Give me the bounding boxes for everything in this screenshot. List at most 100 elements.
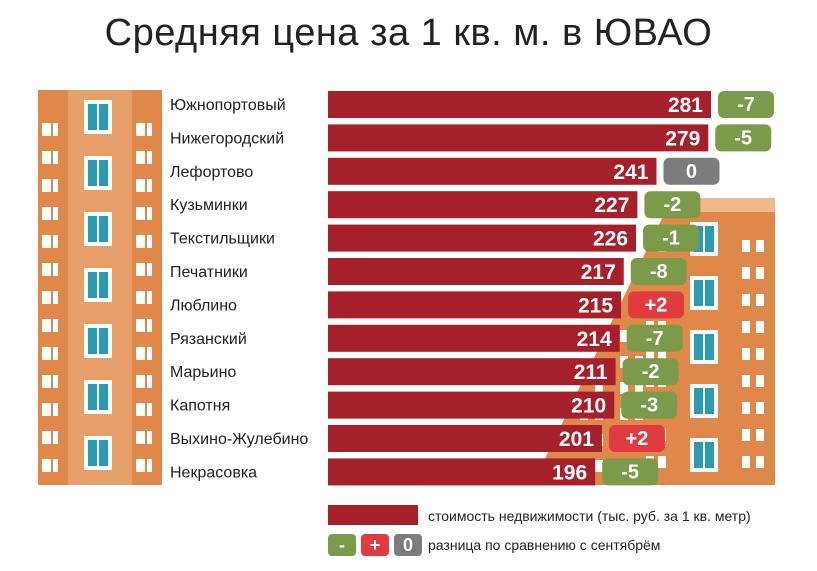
category-label: Капотня	[170, 398, 230, 415]
balcony-window-divider	[703, 388, 705, 414]
bar	[328, 358, 616, 386]
change-badge-label: -7	[646, 328, 664, 350]
bar-value-label: 201	[559, 428, 594, 451]
side-window	[136, 179, 145, 192]
legend-minus-badge: -	[328, 534, 356, 556]
balcony-window-divider	[97, 216, 99, 242]
side-window	[53, 431, 58, 444]
side-window	[620, 330, 628, 342]
side-window	[658, 456, 666, 468]
side-window	[53, 179, 58, 192]
side-window	[742, 240, 750, 252]
change-badge-label: -7	[737, 94, 755, 116]
side-window	[42, 403, 51, 416]
legend-bar-label: стоимость недвижимости (тыс. руб. за 1 к…	[428, 508, 751, 524]
category-label: Текстильщики	[170, 231, 275, 248]
side-window	[147, 459, 152, 472]
bar-value-label: 215	[578, 294, 613, 317]
side-window	[658, 348, 666, 360]
side-window	[147, 123, 152, 136]
bar	[328, 224, 637, 252]
side-window	[756, 348, 764, 360]
bar	[328, 291, 622, 319]
side-window	[42, 431, 51, 444]
balcony-window-divider	[703, 442, 705, 468]
bar-value-label: 281	[668, 94, 703, 117]
category-label: Печатники	[170, 264, 248, 281]
side-window	[635, 382, 643, 394]
side-window	[136, 319, 145, 332]
side-window	[42, 291, 51, 304]
side-window	[42, 347, 51, 360]
bar	[328, 124, 709, 152]
category-label: Люблино	[170, 297, 237, 314]
category-label: Южнопортовый	[170, 97, 286, 114]
side-window	[756, 375, 764, 387]
side-window	[136, 431, 145, 444]
side-window	[742, 348, 750, 360]
legend-plus-badge: +	[361, 534, 389, 556]
change-badge	[622, 358, 679, 386]
side-window	[136, 403, 145, 416]
side-window	[595, 460, 603, 472]
side-window	[53, 375, 58, 388]
side-window	[53, 123, 58, 136]
bar	[328, 191, 638, 219]
side-window	[147, 179, 152, 192]
bar	[328, 458, 596, 486]
side-window	[147, 235, 152, 248]
side-window	[620, 382, 628, 394]
category-label: Марьино	[170, 364, 236, 381]
change-badge	[628, 291, 685, 319]
side-window	[742, 402, 750, 414]
bar-value-label: 227	[594, 194, 629, 217]
bar	[328, 324, 620, 352]
side-window	[53, 263, 58, 276]
side-window	[595, 382, 603, 394]
side-window	[147, 263, 152, 276]
side-window	[136, 263, 145, 276]
legend-zero-badge: 0	[394, 534, 422, 556]
side-window	[42, 375, 51, 388]
side-window	[136, 123, 145, 136]
side-window	[42, 123, 51, 136]
balcony-window-divider	[97, 272, 99, 298]
balcony-window-divider	[97, 384, 99, 410]
change-badge-label: +2	[645, 294, 668, 316]
side-window	[42, 151, 51, 164]
side-window	[147, 207, 152, 220]
side-window	[42, 487, 51, 500]
change-badge	[602, 458, 659, 486]
balcony-window-divider	[703, 226, 705, 252]
category-label: Выхино-Жулебино	[170, 431, 308, 448]
balcony-window-divider	[97, 160, 99, 186]
side-window	[742, 456, 750, 468]
change-badge-label: 0	[686, 161, 697, 183]
legend-bar-swatch	[328, 505, 418, 525]
balcony-window-divider	[97, 104, 99, 130]
category-label: Некрасовка	[170, 464, 257, 481]
side-window	[756, 402, 764, 414]
change-badge-label: -1	[662, 228, 680, 250]
side-window	[756, 267, 764, 279]
side-window	[742, 267, 750, 279]
balcony-window-divider	[97, 328, 99, 354]
bar-value-label: 226	[593, 228, 628, 251]
bar	[328, 258, 624, 285]
side-window	[136, 291, 145, 304]
side-window	[42, 459, 51, 472]
side-window	[42, 179, 51, 192]
side-window	[147, 403, 152, 416]
side-window	[53, 403, 58, 416]
chart-title: Средняя цена за 1 кв. м. в ЮВАО	[104, 12, 713, 54]
legend-diff-label: разница по сравнению с сентябрём	[428, 537, 661, 553]
change-badge	[626, 324, 683, 352]
side-window	[53, 459, 58, 472]
change-badge-label: +2	[626, 428, 649, 450]
side-window	[53, 151, 58, 164]
change-badge	[630, 258, 687, 285]
side-window	[742, 321, 750, 333]
change-badge-label: -8	[650, 261, 668, 283]
category-label: Кузьминки	[170, 197, 248, 214]
